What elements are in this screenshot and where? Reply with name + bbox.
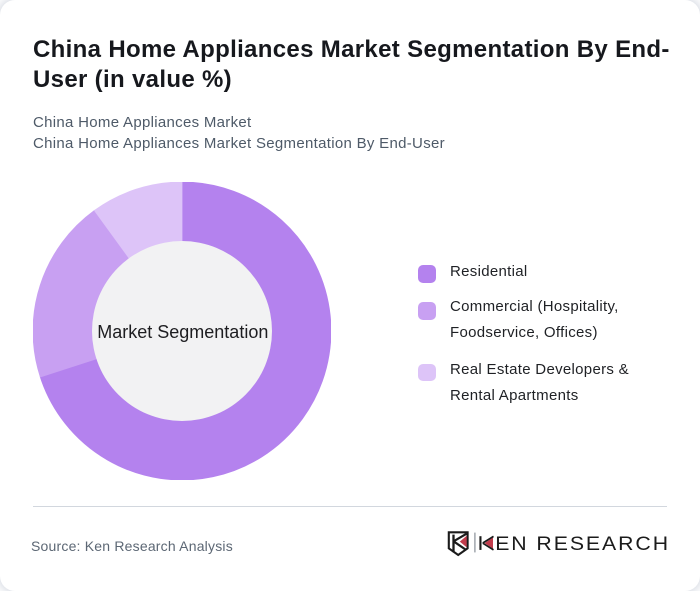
svg-text:EN RESEARCH: EN RESEARCH	[495, 534, 670, 555]
svg-text:Market Segmentation: Market Segmentation	[97, 322, 268, 342]
